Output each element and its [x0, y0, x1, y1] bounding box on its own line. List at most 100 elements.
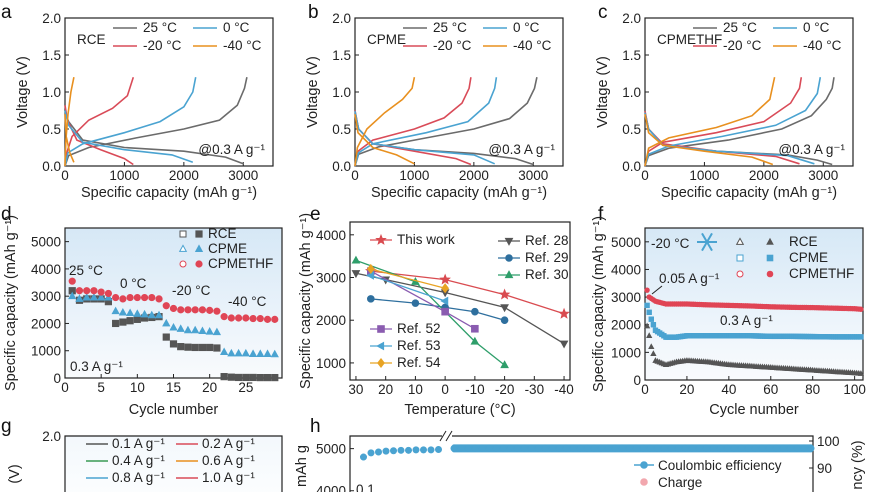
data-point	[471, 324, 479, 333]
curve-discharge	[64, 114, 75, 163]
legend-label: -20 °C	[723, 38, 762, 53]
data-point	[104, 289, 112, 298]
data-point	[807, 444, 815, 452]
data-point	[464, 444, 472, 452]
data-point	[667, 444, 675, 452]
y-tick-label: 1.5	[42, 48, 61, 63]
data-point	[857, 370, 865, 376]
panel-label: d	[1, 204, 12, 225]
data-point	[590, 444, 598, 452]
curve-charge	[64, 77, 248, 167]
panel-g: g 2.0 (V) 0.1 A g⁻¹ 0.2 A g⁻¹ 0.4 A g⁻¹ 0.6 A …	[1, 416, 283, 492]
data-point	[411, 299, 420, 307]
y-tick-label: 1000	[316, 356, 346, 371]
data-point	[419, 446, 427, 454]
data-point	[500, 360, 509, 369]
legend-label: Ref. 54	[397, 355, 441, 370]
data-point	[548, 444, 556, 452]
legend-label: CPMETHF	[789, 266, 854, 281]
data-point	[374, 448, 382, 456]
legend-label: Ref. 30	[525, 267, 569, 282]
y-axis-label: (V)	[7, 464, 23, 483]
y-tick-label: 1.0	[332, 85, 351, 100]
legend-label: Ref. 28	[525, 233, 569, 248]
curve-discharge	[354, 114, 415, 165]
legend-label: Coulombic efficiency	[658, 458, 782, 473]
legend-marker	[194, 244, 204, 252]
y-tick-label: 100	[817, 434, 840, 449]
data-point	[271, 315, 279, 323]
y-tick-label: 3000	[611, 290, 641, 305]
data-point	[119, 295, 127, 303]
x-tick-label: 15	[166, 380, 181, 395]
data-point	[653, 444, 661, 452]
data-point	[359, 453, 367, 461]
legend-marker-hollow	[736, 270, 744, 278]
data-point	[162, 302, 170, 310]
data-point	[702, 444, 710, 452]
data-point	[75, 294, 84, 302]
data-point	[500, 304, 509, 313]
data-point	[695, 444, 703, 452]
x-axis-label: Specific capacity (mAh g⁻¹)	[81, 185, 257, 201]
x-tick-label: 3000	[808, 168, 838, 183]
data-point	[119, 318, 127, 326]
panel-e: e 30 20 10 0 -10 -20 -30 -40 1000 2000 3000 4000 This…	[298, 204, 574, 418]
legend-label: -40 °C	[513, 38, 552, 53]
annotation-arrow	[651, 285, 663, 295]
legend-label: 0 °C	[223, 20, 250, 35]
rate-annotation: @0.3 A g⁻¹	[488, 142, 555, 157]
x-tick-label: 40	[721, 382, 736, 397]
legend-label: RCE	[789, 234, 818, 249]
data-point	[242, 373, 250, 382]
series-line	[370, 270, 565, 315]
y-axis-label: Specific capacity (mAh g⁻¹)	[3, 215, 19, 391]
legend-marker-hollow	[736, 254, 744, 262]
x-tick-label: 100	[843, 382, 866, 397]
y-tick-label: 0.0	[332, 159, 351, 174]
data-point	[800, 444, 808, 452]
data-point	[234, 348, 243, 357]
data-point	[162, 333, 170, 341]
data-point	[198, 326, 207, 335]
data-point	[650, 322, 657, 328]
curve-discharge	[644, 114, 774, 166]
y-tick-label: 0	[53, 371, 61, 386]
data-point	[534, 444, 542, 452]
data-point	[97, 292, 106, 301]
legend-label: Charge	[658, 475, 702, 490]
y-tick-label: 90	[817, 461, 832, 476]
data-point	[367, 449, 375, 457]
panel-label: h	[310, 416, 321, 437]
snowflake-icon	[697, 232, 717, 252]
data-point	[213, 344, 221, 352]
x-tick-label: 3000	[228, 168, 258, 183]
x-axis-label: Specific capacity (mAh g⁻¹)	[661, 185, 837, 201]
data-point	[441, 307, 449, 316]
plot-frame	[349, 435, 814, 492]
data-point	[499, 444, 507, 452]
data-point	[441, 283, 450, 294]
rate-annotation: @0.3 A g⁻¹	[778, 142, 845, 157]
legend-marker	[766, 254, 774, 262]
data-point	[439, 273, 451, 285]
data-point	[126, 317, 134, 325]
legend-label: 25 °C	[433, 20, 467, 35]
x-tick-label: 0	[61, 380, 69, 395]
data-point	[220, 313, 228, 321]
x-tick-label: 20	[378, 382, 393, 397]
data-point	[646, 309, 652, 315]
data-point	[723, 444, 731, 452]
y-tick-label: 0	[633, 373, 641, 388]
data-point	[133, 309, 142, 317]
legend-label: Ref. 52	[397, 321, 441, 336]
data-point	[205, 327, 214, 335]
data-point	[227, 314, 235, 322]
data-point	[241, 348, 250, 357]
data-point	[730, 444, 738, 452]
legend-label: CPMETHF	[208, 256, 273, 271]
panel-label: e	[310, 204, 321, 225]
data-point	[198, 306, 207, 314]
x-tick-label: 20	[202, 380, 217, 395]
